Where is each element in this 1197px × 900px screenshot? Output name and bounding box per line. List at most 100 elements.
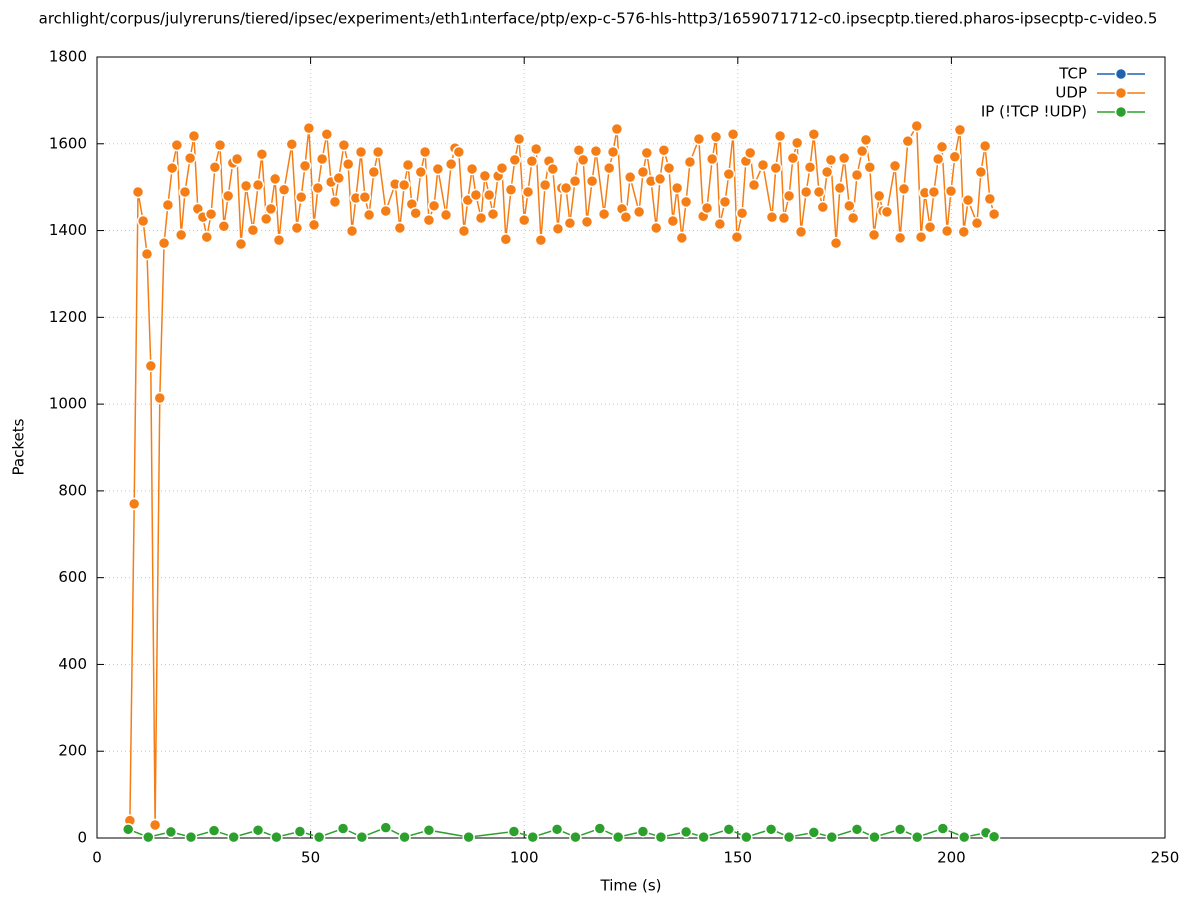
data-point [164, 825, 178, 839]
data-point [277, 183, 291, 197]
data-point [654, 830, 668, 844]
data-point [961, 193, 975, 207]
data-point [936, 822, 950, 835]
data-point [217, 219, 231, 233]
data-point [718, 195, 732, 209]
data-point [311, 181, 325, 195]
data-point [850, 823, 864, 836]
data-point [666, 214, 680, 228]
data-point [422, 823, 436, 837]
data-point [204, 207, 218, 221]
data-point [931, 152, 945, 166]
data-point [272, 233, 286, 247]
legend-label: UDP [1055, 84, 1087, 102]
y-axis-label: Packets [10, 418, 28, 475]
data-point [893, 823, 907, 836]
data-point [183, 151, 197, 165]
data-point [230, 152, 244, 166]
data-point [927, 185, 941, 199]
data-point [495, 161, 509, 175]
chart-title: archlight/corpus/julyreruns/tiered/ipsec… [39, 10, 1158, 28]
data-point [632, 205, 646, 219]
data-point [820, 165, 834, 179]
data-point [948, 150, 962, 164]
data-point [901, 134, 915, 148]
data-point [610, 122, 624, 136]
data-point [606, 145, 620, 159]
data-point [534, 233, 548, 247]
data-point [264, 202, 278, 216]
x-tick-label: 0 [92, 849, 102, 867]
data-point [393, 221, 407, 235]
data-point [517, 213, 531, 227]
data-point [657, 144, 671, 157]
data-point [170, 138, 184, 152]
data-point [957, 830, 971, 844]
data-point [551, 222, 565, 236]
data-point [794, 225, 808, 239]
data-point [414, 165, 428, 179]
y-tick-label: 0 [77, 829, 87, 847]
y-tick-label: 200 [58, 742, 87, 760]
data-point [859, 133, 873, 147]
data-point [144, 359, 158, 373]
data-point [550, 823, 564, 836]
data-point [803, 160, 817, 174]
data-point [418, 145, 432, 159]
data-point [987, 830, 1001, 843]
data-point [174, 228, 188, 242]
data-point [576, 153, 590, 167]
x-axis-label: Time (s) [600, 877, 662, 895]
data-point [777, 211, 791, 225]
data-point [653, 172, 667, 186]
data-point [362, 208, 376, 222]
data-point [773, 129, 787, 143]
data-point [320, 127, 334, 141]
data-point [824, 153, 838, 167]
data-point [730, 230, 744, 244]
data-point [970, 216, 984, 230]
data-point [165, 161, 179, 175]
data-point [526, 830, 539, 844]
data-point [398, 830, 411, 844]
data-point [315, 152, 329, 166]
data-point [457, 224, 471, 238]
data-point [336, 822, 350, 835]
data-point [341, 157, 355, 171]
data-point [782, 830, 796, 844]
data-point [825, 830, 839, 844]
data-point [868, 830, 881, 844]
data-point [872, 189, 886, 203]
data-point [409, 206, 422, 220]
data-point [290, 221, 304, 235]
data-point [521, 185, 535, 199]
data-point [670, 181, 684, 195]
data-point [593, 822, 607, 835]
data-point [142, 830, 155, 844]
data-point [807, 127, 821, 141]
data-point [713, 217, 727, 231]
data-point [735, 206, 749, 220]
data-point [504, 183, 518, 197]
data-point [127, 497, 141, 511]
data-point [683, 155, 697, 169]
data-point [910, 830, 924, 844]
data-point [397, 178, 411, 192]
data-point [246, 223, 260, 237]
data-point [829, 236, 843, 250]
data-point [923, 220, 937, 234]
data-point [910, 119, 924, 133]
legend-swatch-dot [1114, 86, 1128, 100]
data-point [855, 144, 869, 158]
data-point [679, 195, 693, 209]
data-point [569, 830, 582, 844]
data-point [285, 137, 299, 151]
data-point [251, 178, 265, 192]
data-point [268, 172, 282, 186]
data-point [935, 140, 949, 154]
legend-swatch-dot [1114, 67, 1128, 81]
data-point [208, 160, 222, 174]
data-point [379, 204, 393, 218]
data-point [367, 165, 381, 179]
data-point [328, 195, 342, 209]
